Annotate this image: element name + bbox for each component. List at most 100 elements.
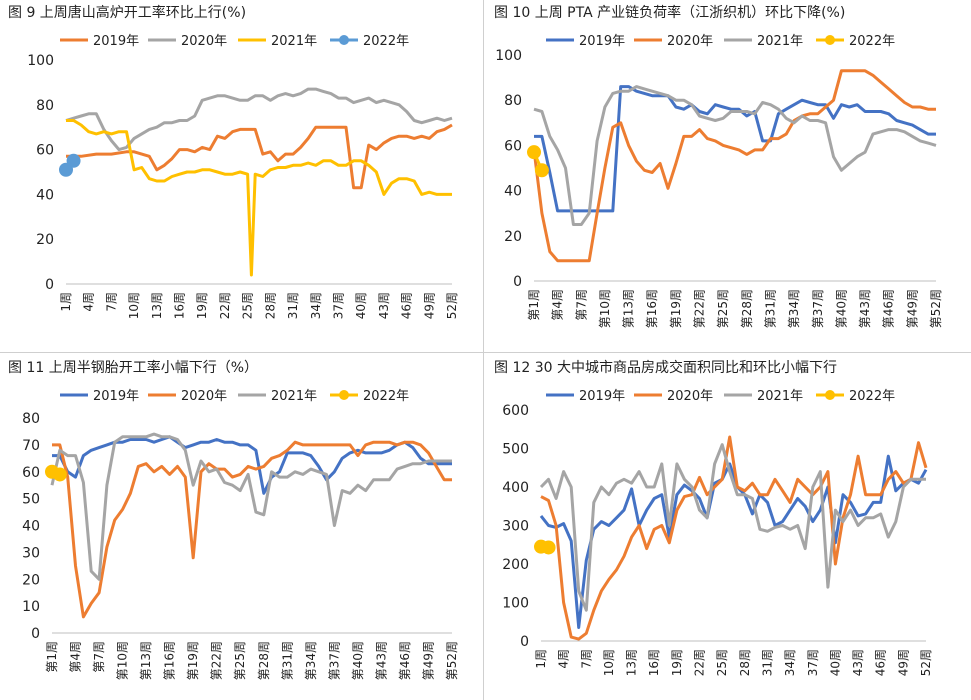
y-tick-label: 80 [22,411,40,427]
legend-label: 2022年 [849,389,895,404]
x-tick-label: 49周 [422,292,436,319]
x-tick-label: 第52周 [929,289,943,328]
x-tick-label: 第13周 [139,641,153,680]
x-tick-label: 40周 [828,649,842,676]
x-tick-label: 第13周 [622,289,636,328]
legend-marker [339,35,349,45]
x-tick-label: 13周 [150,292,164,319]
legend-label: 2021年 [271,389,317,404]
x-tick-label: 第52周 [445,641,459,680]
x-tick-label: 第34周 [787,289,801,328]
x-tick-label: 4周 [557,649,571,669]
series-line [533,85,937,226]
x-tick-label: 第31周 [763,289,777,328]
x-tick-label: 28周 [738,649,752,676]
y-tick-label: 20 [22,572,40,588]
legend-label: 2022年 [849,34,895,49]
x-tick-label: 第10周 [598,289,612,328]
chart-title: 图 10 上周 PTA 产业链负荷率（江浙织机）环比下降(%) [494,5,846,21]
x-tick-label: 34周 [309,292,323,319]
y-tick-label: 0 [31,626,40,642]
x-tick-label: 第43周 [374,641,388,680]
x-tick-label: 46周 [874,649,888,676]
series-line [66,123,453,190]
chart-title: 图 11 上周半钢胎开工率小幅下行（%） [8,360,259,376]
y-tick-label: 80 [504,93,522,109]
y-tick-label: 100 [27,53,54,69]
x-tick-label: 第40周 [834,289,848,328]
x-tick-label: 第16周 [163,641,177,680]
x-tick-label: 16周 [647,649,661,676]
y-tick-label: 60 [22,465,40,481]
x-tick-label: 第37周 [327,641,341,680]
y-tick-label: 70 [22,438,40,454]
x-tick-label: 10周 [602,649,616,676]
x-tick-label: 22周 [218,292,232,319]
x-tick-label: 第4周 [69,641,83,673]
y-tick-label: 100 [495,48,522,64]
x-tick-label: 7周 [104,292,118,312]
x-tick-label: 1周 [534,649,548,669]
chart-panel-fig12: 图 12 30 大中城市商品房成交面积同比和环比小幅下行 2019年 2020年 2… [486,355,971,700]
x-tick-label: 13周 [625,649,639,676]
chart-panel-fig11: 图 11 上周半钢胎开工率小幅下行（%） 2019年 2020年 2021年 2022… [0,355,480,700]
series-line [66,119,452,277]
legend-label: 2022年 [363,389,409,404]
x-tick-label: 第1周 [45,641,59,673]
x-tick-label: 31周 [760,649,774,676]
series-line [52,435,452,495]
x-tick-label: 52周 [445,292,459,319]
x-tick-label: 第7周 [92,641,106,673]
x-tick-label: 第49周 [421,641,435,680]
chart-panel-fig10: 图 10 上周 PTA 产业链负荷率（江浙织机）环比下降(%) 2019年 202… [486,0,971,350]
x-tick-label: 19周 [670,649,684,676]
y-tick-label: 400 [502,480,529,496]
legend-marker [825,390,835,400]
y-tick-label: 100 [502,596,529,612]
series-point [527,145,541,160]
chart-svg-fig10: 2019年 2020年 2021年 2022年 0 20 40 60 80 100 第1周 第4周 第7… [495,34,943,328]
series-point [52,467,67,482]
x-tick-label: 第7周 [574,289,588,321]
series-line [540,435,928,641]
y-tick-label: 0 [513,274,522,290]
y-tick-label: 80 [36,98,54,114]
x-tick-label: 10周 [127,292,141,319]
series-line [534,85,936,213]
x-tick-label: 16周 [173,292,187,319]
series-line [50,432,452,581]
legend-marker [339,390,349,400]
x-tick-label: 40周 [354,292,368,319]
x-tick-label: 第25周 [716,289,730,328]
x-tick-label: 49周 [896,649,910,676]
x-tick-label: 第34周 [304,641,318,680]
x-tick-label: 19周 [195,292,209,319]
x-tick-label: 1周 [59,292,73,312]
x-tick-label: 37周 [806,649,820,676]
x-tick-label: 第40周 [351,641,365,680]
y-tick-label: 40 [504,184,522,200]
y-tick-label: 200 [502,557,529,573]
x-tick-label: 31周 [286,292,300,319]
chart-svg-fig9: 2019年 2020年 2021年 2022年 0 20 40 60 80 100 1周 4周 7周 10… [27,34,459,319]
series-line [65,87,453,152]
x-tick-label: 25周 [241,292,255,319]
y-tick-label: 0 [520,634,529,650]
x-tick-label: 28周 [263,292,277,319]
x-tick-label: 22周 [693,649,707,676]
x-tick-label: 第22周 [210,641,224,680]
horizontal-divider [0,352,971,353]
y-tick-label: 40 [36,187,54,203]
y-tick-label: 50 [22,492,40,508]
legend-label: 2022年 [363,34,409,49]
x-tick-label: 43周 [377,292,391,319]
y-tick-label: 60 [504,138,522,154]
y-tick-label: 10 [22,599,40,615]
legend-label: 2020年 [667,34,713,49]
x-tick-label: 25周 [715,649,729,676]
y-tick-label: 30 [22,545,40,561]
legend-label: 2021年 [757,34,803,49]
y-tick-label: 0 [45,277,54,293]
y-tick-label: 600 [502,403,529,419]
chart-title: 图 12 30 大中城市商品房成交面积同比和环比小幅下行 [494,360,837,376]
